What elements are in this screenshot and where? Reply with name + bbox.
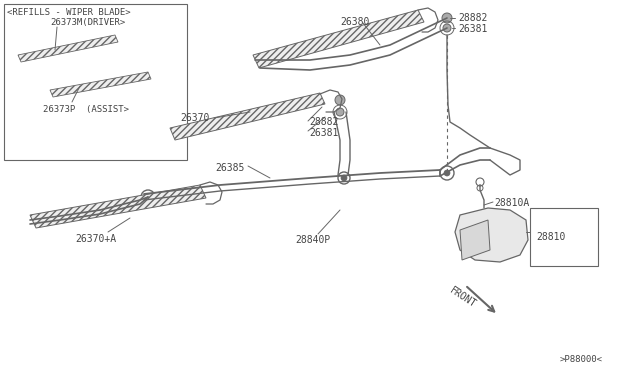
Text: 28882: 28882 bbox=[458, 13, 488, 23]
Circle shape bbox=[442, 13, 452, 23]
Text: 28810A: 28810A bbox=[494, 198, 529, 208]
Polygon shape bbox=[30, 185, 206, 228]
Polygon shape bbox=[18, 35, 118, 62]
Bar bbox=[530, 208, 598, 266]
Text: 28882: 28882 bbox=[309, 117, 339, 127]
Circle shape bbox=[443, 24, 451, 32]
Text: 26381: 26381 bbox=[458, 24, 488, 34]
Polygon shape bbox=[455, 208, 528, 262]
Circle shape bbox=[145, 194, 151, 200]
Circle shape bbox=[341, 175, 347, 181]
Polygon shape bbox=[460, 220, 490, 260]
Text: 26373M(DRIVER>: 26373M(DRIVER> bbox=[50, 18, 125, 27]
Circle shape bbox=[336, 108, 344, 116]
Polygon shape bbox=[253, 10, 424, 68]
Text: 26370: 26370 bbox=[180, 113, 209, 123]
Text: 26385: 26385 bbox=[215, 163, 244, 173]
Text: 28810: 28810 bbox=[536, 232, 565, 242]
Polygon shape bbox=[50, 72, 151, 97]
Text: 26381: 26381 bbox=[309, 128, 339, 138]
Text: 28840P: 28840P bbox=[295, 235, 330, 245]
Text: 26380: 26380 bbox=[340, 17, 369, 27]
Text: FRONT: FRONT bbox=[448, 285, 478, 310]
Circle shape bbox=[444, 170, 450, 176]
Circle shape bbox=[335, 95, 345, 105]
Text: 26373P  (ASSIST>: 26373P (ASSIST> bbox=[43, 105, 129, 114]
Polygon shape bbox=[170, 93, 325, 140]
Bar bbox=[4, 4, 187, 160]
Text: <REFILLS - WIPER BLADE>: <REFILLS - WIPER BLADE> bbox=[7, 8, 131, 17]
Text: >P88000<: >P88000< bbox=[560, 355, 603, 364]
Text: 26370+A: 26370+A bbox=[75, 234, 116, 244]
